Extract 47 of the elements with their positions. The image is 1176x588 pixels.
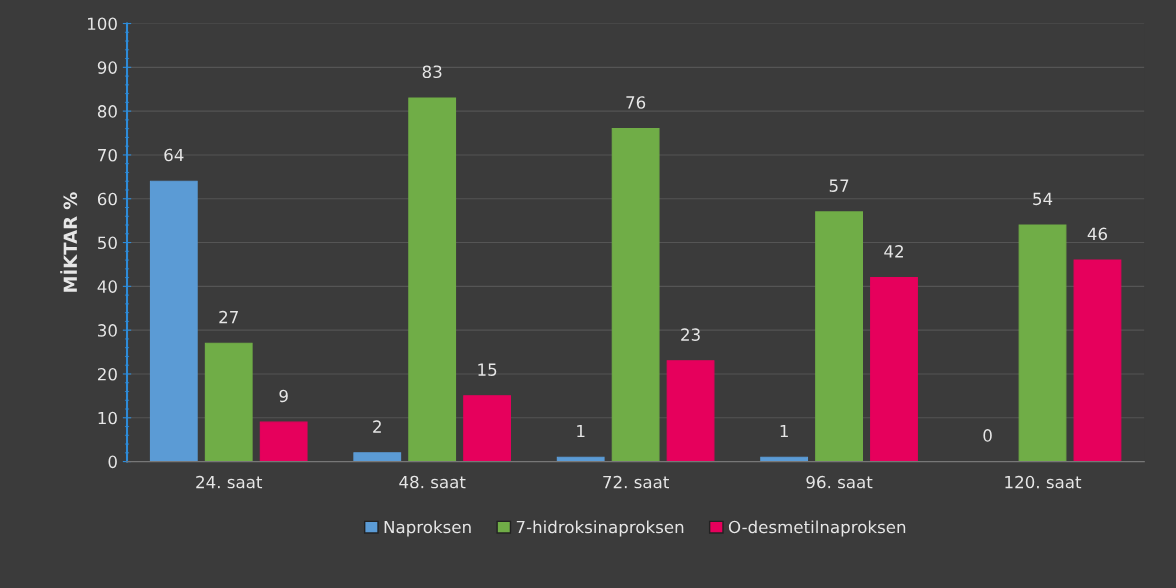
y-axis-title: MİKTAR % — [60, 192, 78, 292]
y-tick-label: 90 — [97, 61, 117, 74]
bar — [204, 342, 253, 462]
data-label: 15 — [478, 363, 497, 376]
data-label: 9 — [279, 389, 288, 403]
y-tick-label: 10 — [98, 411, 117, 425]
bar — [408, 97, 457, 462]
y-tick-label: 100 — [88, 17, 117, 31]
bar — [259, 421, 308, 462]
y-tick-label: 50 — [98, 236, 117, 250]
bar — [1073, 259, 1122, 462]
legend-label: Naproksen — [384, 520, 471, 537]
bar — [149, 180, 198, 462]
y-tick-label: 80 — [97, 105, 117, 118]
y-tick-label: 60 — [97, 192, 117, 206]
bar — [353, 452, 402, 462]
y-tick-label: 40 — [97, 280, 117, 293]
bar — [870, 277, 918, 462]
data-label: 64 — [164, 148, 184, 162]
y-tick-label: 0 — [108, 455, 117, 469]
y-tick-label: 70 — [98, 148, 117, 162]
data-label: 46 — [1087, 227, 1108, 241]
data-label: 0 — [983, 429, 992, 442]
x-tick-label: 24. saat — [196, 475, 263, 489]
bar — [611, 128, 660, 462]
data-label: 57 — [829, 179, 849, 192]
data-label: 27 — [219, 310, 238, 324]
x-tick-label: 120. saat — [1005, 475, 1082, 489]
x-tick-label: 72. saat — [603, 475, 669, 489]
bar — [1018, 224, 1067, 462]
data-label: 2 — [373, 420, 381, 433]
bar — [815, 211, 863, 462]
legend-label: O-desmetilnaproksen — [728, 520, 906, 537]
bar — [666, 360, 715, 462]
data-label: 42 — [884, 245, 903, 258]
y-tick-label: 20 — [97, 367, 117, 381]
data-label: 76 — [626, 96, 646, 109]
bar — [463, 395, 512, 462]
legend-label: 7-hidroksinaproksen — [516, 520, 684, 537]
y-tick-label: 30 — [98, 324, 117, 337]
data-label: 23 — [681, 328, 700, 341]
x-tick-label: 96. saat — [806, 475, 873, 489]
data-label: 54 — [1033, 192, 1053, 206]
data-label: 1 — [780, 424, 788, 438]
x-tick-label: 48. saat — [399, 475, 466, 489]
data-label: 1 — [577, 424, 585, 438]
data-label: 83 — [422, 65, 442, 79]
